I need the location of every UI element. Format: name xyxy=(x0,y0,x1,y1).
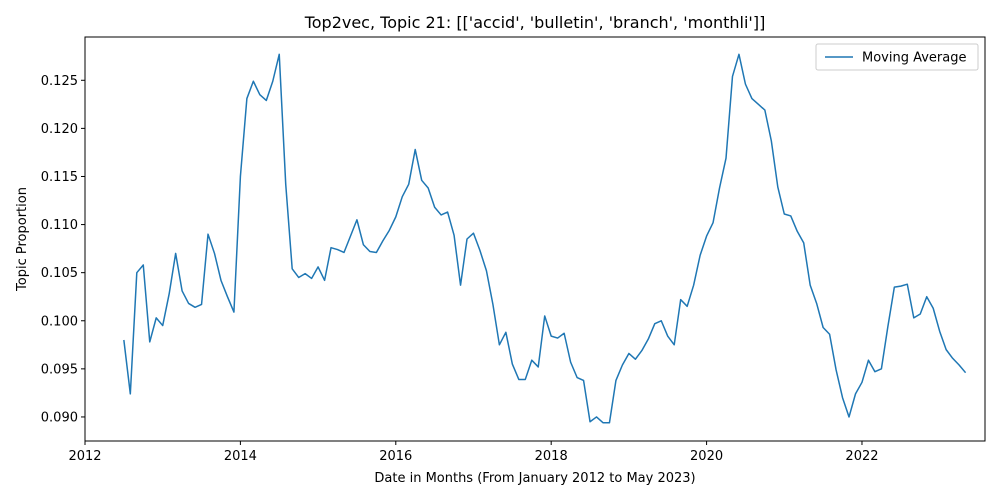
x-axis-label: Date in Months (From January 2012 to May… xyxy=(374,471,695,486)
legend-label-moving-average: Moving Average xyxy=(862,51,966,66)
x-tick-label: 2020 xyxy=(690,449,723,464)
y-tick-label: 0.110 xyxy=(41,218,78,233)
plot-area xyxy=(85,37,985,441)
y-tick-label: 0.090 xyxy=(41,410,78,425)
x-tick-label: 2016 xyxy=(379,449,412,464)
y-tick-label: 0.105 xyxy=(41,266,78,281)
legend: Moving Average xyxy=(815,43,979,71)
y-tick-label: 0.115 xyxy=(41,170,78,185)
x-axis: 2012 2014 2016 2018 2020 2022 xyxy=(68,441,879,464)
y-tick-label: 0.125 xyxy=(41,74,78,89)
series-layer xyxy=(123,53,967,424)
y-tick-label: 0.095 xyxy=(41,362,78,377)
y-axis-label: Topic Proportion xyxy=(15,187,30,292)
x-tick-label: 2018 xyxy=(535,449,568,464)
plot-frame xyxy=(84,36,986,442)
x-tick-label: 2012 xyxy=(68,449,101,464)
legend-box xyxy=(815,43,979,71)
y-axis: 0.090 0.095 0.100 0.105 0.110 0.115 0.120 0.125 xyxy=(41,74,85,425)
x-tick-label: 2014 xyxy=(224,449,257,464)
y-tick-label: 0.100 xyxy=(41,314,78,329)
chart-title: Top2vec, Topic 21: [['accid', 'bulletin'… xyxy=(304,13,766,32)
x-tick-label: 2022 xyxy=(845,449,878,464)
y-tick-label: 0.120 xyxy=(41,122,78,137)
series-line-moving-average xyxy=(123,53,967,424)
